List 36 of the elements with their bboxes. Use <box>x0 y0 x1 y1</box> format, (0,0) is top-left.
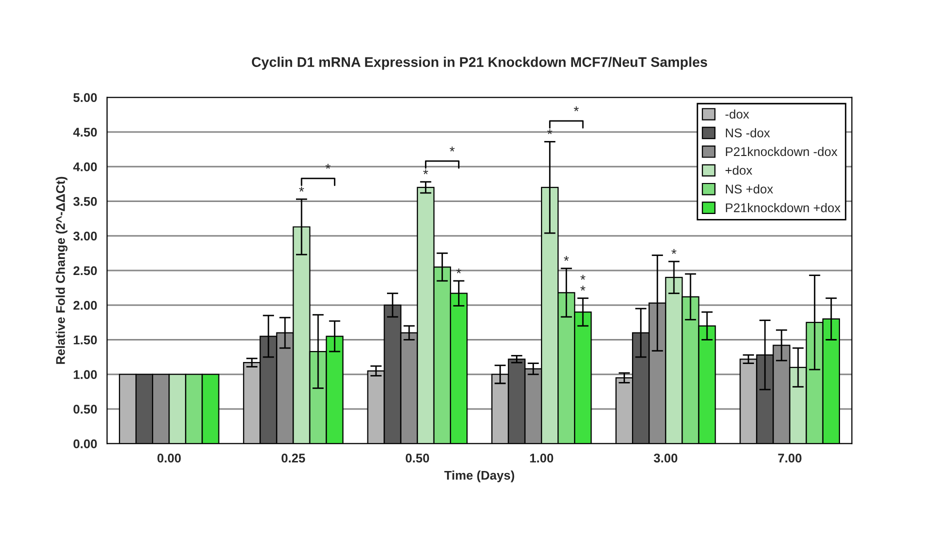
y-tick-label: 5.00 <box>73 93 97 102</box>
y-tick-label: 4.50 <box>73 128 97 137</box>
y-tick-label: 1.00 <box>74 370 97 380</box>
y-tick-label: 1.50 <box>74 336 97 344</box>
annotation: * <box>574 106 579 112</box>
x-tick-label: 0.50 <box>406 454 430 463</box>
legend-label: NS -dox <box>726 128 770 138</box>
y-tick-label: 3.50 <box>73 197 97 206</box>
x-tick-label: 3.00 <box>654 454 678 463</box>
annotation: * <box>423 169 428 174</box>
y-tick-label: 2.00 <box>73 300 97 310</box>
y-axis-title: Relative Fold Change (2^-ΔΔCt) <box>56 176 68 364</box>
x-tick-label: 1.00 <box>530 454 554 463</box>
annotation: * <box>326 164 331 169</box>
y-tick-label: 3.00 <box>73 232 97 241</box>
annotation: * <box>564 256 569 261</box>
annotation: * <box>450 146 455 152</box>
x-axis-title: Time (Days) <box>444 470 514 482</box>
legend-label: -dox <box>725 109 750 119</box>
legend-label: P21knockdown -dox <box>726 146 838 156</box>
annotation: * <box>671 249 676 254</box>
y-tick-label: 2.50 <box>73 266 97 276</box>
x-tick-label: 0.25 <box>282 454 306 463</box>
annotation: * * <box>580 274 586 291</box>
y-tick-label: 0.00 <box>74 439 97 448</box>
y-tick-label: 0.50 <box>74 404 97 414</box>
x-tick-label: 7.00 <box>778 454 802 463</box>
x-tick-label: 0.00 <box>157 454 181 463</box>
annotation: * <box>299 186 304 192</box>
annotation: * <box>547 129 552 134</box>
legend-label: +dox <box>726 166 752 175</box>
legend-label: P21knockdown +dox <box>726 203 840 212</box>
y-tick-label: 4.00 <box>73 162 97 172</box>
chart-title: Cyclin D1 mRNA Expression in P21 Knockdown MCF7/NeuT Samples <box>252 56 708 70</box>
legend-label: NS +dox <box>726 184 774 194</box>
annotation: * <box>456 268 462 274</box>
